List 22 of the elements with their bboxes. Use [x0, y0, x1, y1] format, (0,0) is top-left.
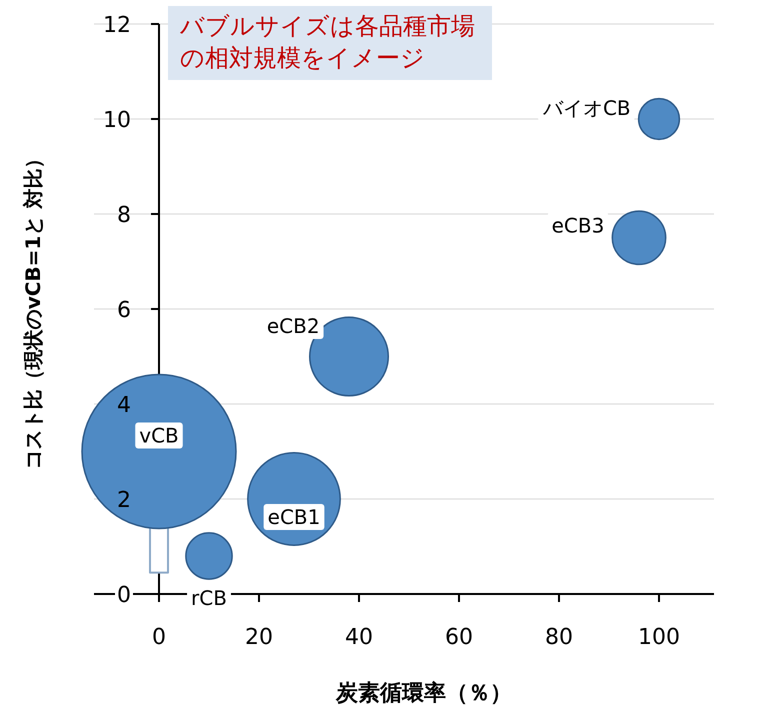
series-label: rCB: [191, 586, 227, 610]
y-tick-label: 2: [117, 488, 131, 513]
annotation: バブルサイズは各品種市場の相対規模をイメージ: [168, 6, 492, 80]
y-tick-label: 12: [103, 13, 131, 38]
y-tick-label: 0: [117, 583, 131, 608]
series-label: eCB3: [552, 213, 604, 238]
y-tick-label: 8: [117, 203, 131, 228]
x-tick-label: 80: [545, 625, 573, 650]
y-tick-label: 4: [117, 393, 131, 418]
x-tick-label: 40: [345, 625, 373, 650]
series-label: バイオCB: [542, 96, 631, 120]
x-tick-label: 20: [245, 625, 273, 650]
series-label: eCB1: [268, 505, 320, 529]
x-tick-label: 0: [152, 625, 166, 650]
x-tick-label: 100: [638, 625, 680, 650]
x-tick-label: 60: [445, 625, 473, 650]
series-label: eCB2: [266, 314, 320, 338]
series-label: vCB: [139, 424, 179, 448]
y-axis-title: コスト比（現状のvCB=1と 対比）: [21, 148, 45, 470]
y-tick-label: 6: [117, 298, 131, 323]
y-tick-label: 10: [103, 108, 131, 133]
x-axis-title: 炭素循環率（％）: [335, 680, 512, 706]
